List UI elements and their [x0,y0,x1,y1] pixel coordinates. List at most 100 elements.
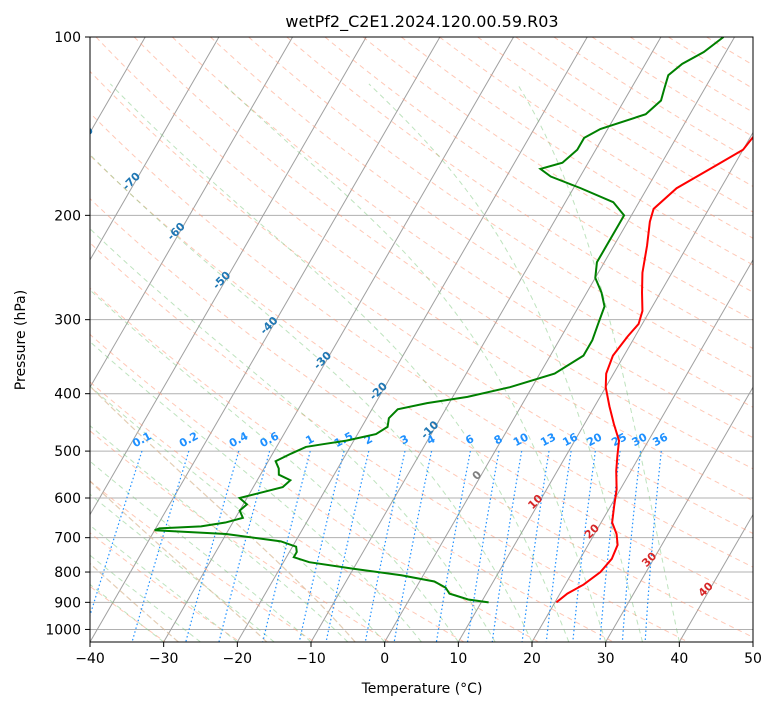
moist-adiabat-line [90,153,533,642]
y-tick-label: 900 [54,595,81,611]
moist-adiabat-line [90,228,496,642]
moist-adiabat-line [109,83,570,642]
x-tick-label: 20 [523,651,541,667]
mixing-ratio-line [521,451,550,642]
y-tick-label: 400 [54,387,81,403]
moist-adiabats [90,83,680,642]
x-tick-label: 50 [744,651,762,667]
dry-adiabat-line [90,197,753,638]
isotherm-line [678,513,753,642]
dry-adiabat-line [90,381,465,642]
dewpoint-profile [154,37,725,604]
x-tick-label: −20 [223,651,253,667]
isotherm-line [163,37,515,642]
dry-adiabat-line [90,430,390,642]
moist-adiabat-line [90,583,164,642]
y-axis-ticks: 100 200 300 400 500 600 700 800 900 1000 [45,30,90,638]
theta-e-lines [90,385,356,642]
isotherm-line [236,37,588,642]
y-tick-label: 100 [54,30,81,46]
mixing-ratio-line [621,451,642,642]
mixing-ratio-line [218,450,271,642]
mixing-ratio-label: 36 [650,430,670,449]
skewed-isotherms [90,37,753,642]
moist-adiabat-line [90,385,386,642]
mixing-ratio-label: 13 [538,430,558,449]
isotherm-line [531,258,753,642]
x-tick-label: 40 [670,651,688,667]
x-axis-ticks: −40 −30 −20 −10 0 10 20 30 40 50 [75,642,762,667]
mixing-ratio-label: 16 [560,430,580,449]
x-tick-label: 0 [380,651,389,667]
moist-adiabat-line [90,554,201,642]
y-tick-label: 300 [54,313,81,329]
isotherm-line [90,37,294,389]
chart-title: wetPf2_C2E1.2024.120.00.59.R03 [285,12,558,32]
x-tick-label: −30 [149,651,179,667]
y-tick-label: 200 [54,208,81,224]
dry-adiabat-line [90,112,753,568]
temperature-profile [555,135,753,604]
mixing-ratio-label: 30 [630,430,650,449]
dry-adiabat-line [90,154,753,603]
mixing-ratio-line [435,450,471,642]
x-tick-label: −40 [75,651,105,667]
x-axis-label: Temperature (°C) [361,681,483,697]
dry-adiabat-line [400,37,753,266]
dry-adiabat-line [95,37,753,502]
mixing-ratio-label: 20 [585,430,605,449]
dry-adiabat-line [477,37,753,213]
plot-frame [89,36,754,643]
dry-adiabats [90,37,753,642]
mixing-ratio-line [325,450,370,642]
x-tick-label: −10 [296,651,326,667]
dry-adiabat-line [171,37,753,439]
y-tick-label: 1000 [45,622,81,638]
dry-adiabat-label: -80 [73,124,96,147]
isotherm-line [457,131,753,642]
sounding-profiles [154,37,753,604]
moist-adiabat-line [90,460,312,642]
isotherm-line [310,37,662,642]
isotherm-line [384,37,736,642]
theta-e-line [90,562,179,642]
moist-adiabat-line [90,493,275,642]
isotherm-line [90,37,367,516]
dry-adiabat-line [90,242,689,642]
x-tick-label: 10 [449,651,467,667]
mixing-ratio-line [491,450,523,642]
dry-adiabat-line [133,37,753,470]
y-tick-label: 700 [54,531,81,547]
mixing-ratio-line [466,450,500,642]
x-tick-label: 30 [597,651,615,667]
y-axis-label: Pressure (hPa) [13,290,29,390]
plot-area: 0.10.20.40.611.52346810131620253036-100-… [73,37,753,642]
moist-adiabat-line [90,341,422,642]
mixing-ratio-line [185,450,240,642]
mixing-ratio-line [364,450,406,642]
moist-adiabat-line [368,83,643,642]
y-tick-label: 800 [54,565,81,581]
mixing-ratio-line [298,450,345,642]
mixing-ratio-line [262,450,311,642]
mixing-ratio-line [572,451,596,642]
moist-adiabat-line [516,83,680,642]
moist-adiabat-line [90,524,238,642]
mixing-ratio-line [393,450,433,642]
mixing-ratio-lines [90,450,662,642]
dry-adiabat-line [286,37,753,349]
mixing-ratio-line [131,450,190,642]
isotherm-line [605,386,753,642]
y-tick-label: 500 [54,444,81,460]
mixing-ratio-label: 10 [511,430,531,449]
mixing-ratio-line [545,451,572,642]
dry-adiabat-line [210,37,753,408]
theta-e-line [90,385,356,642]
mixing-ratio-line [90,450,143,618]
isotherm-line [90,37,441,642]
moist-adiabat-line [90,289,459,642]
theta-e-line [90,480,268,642]
y-tick-label: 600 [54,491,81,507]
